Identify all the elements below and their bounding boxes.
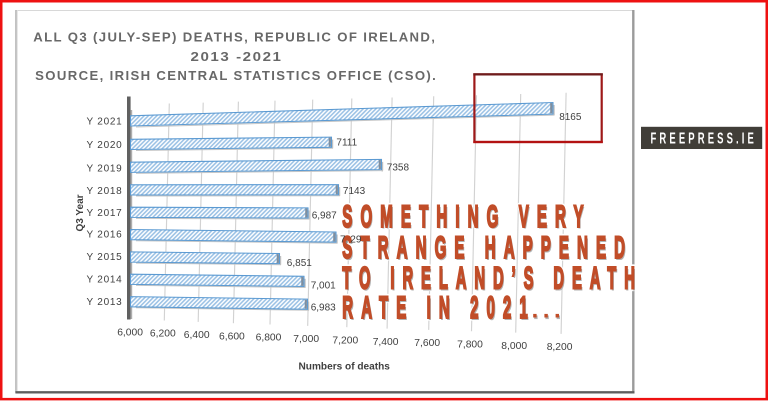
svg-text:7111: 7111 <box>336 138 357 149</box>
svg-text:6,800: 6,800 <box>256 333 282 344</box>
svg-text:RATE IN 2021: RATE IN 2021 <box>342 292 536 326</box>
svg-text:STRANGE HAPPENED: STRANGE HAPPENED <box>343 233 634 267</box>
svg-text:7,: 7, <box>340 235 348 246</box>
svg-text:Q3 Year: Q3 Year <box>75 194 86 231</box>
svg-text:8165: 8165 <box>559 112 582 123</box>
svg-text:8,000: 8,000 <box>501 341 527 352</box>
svg-text:7,600: 7,600 <box>414 338 440 349</box>
svg-text:STRANGE HAPPENED: STRANGE HAPPENED <box>342 232 633 266</box>
svg-text:Y 2017: Y 2017 <box>86 208 122 219</box>
svg-text:Numbers of deaths: Numbers of deaths <box>298 361 390 372</box>
svg-text:6,600: 6,600 <box>219 331 245 342</box>
svg-text:SOMETHING VERY: SOMETHING VERY <box>342 200 591 234</box>
svg-text:Y 2021: Y 2021 <box>86 117 122 128</box>
svg-text:2013 -2021: 2013 -2021 <box>191 50 283 64</box>
svg-text:7143: 7143 <box>343 186 366 197</box>
svg-text:7,800: 7,800 <box>457 340 483 351</box>
svg-text:Y 2015: Y 2015 <box>86 252 122 263</box>
svg-text:TO IRELAND’S DEATH: TO IRELAND’S DEATH <box>342 262 643 296</box>
svg-text:Y 2013: Y 2013 <box>86 297 122 308</box>
svg-text:SOMETHING VERY: SOMETHING VERY <box>343 202 592 236</box>
svg-text:Y 2014: Y 2014 <box>86 275 122 286</box>
svg-text:6,983: 6,983 <box>311 302 336 313</box>
svg-text:RATE IN 2021: RATE IN 2021 <box>342 292 536 326</box>
svg-text:7,001: 7,001 <box>311 281 336 292</box>
svg-text:SOURCE, IRISH CENTRAL STATISTI: SOURCE, IRISH CENTRAL STATISTICS OFFICE … <box>35 69 437 83</box>
svg-text:RATE IN 2021: RATE IN 2021 <box>343 293 537 327</box>
svg-text:SOMETHING VERY: SOMETHING VERY <box>342 200 591 234</box>
svg-text:6,987: 6,987 <box>312 211 337 222</box>
svg-text:Y 2019: Y 2019 <box>86 163 122 174</box>
svg-text:8,200: 8,200 <box>547 342 573 353</box>
svg-text:Y 2020: Y 2020 <box>86 140 122 151</box>
svg-text:ALL Q3 (JULY-SEP) DEATHS, REPU: ALL Q3 (JULY-SEP) DEATHS, REPUBLIC OF IR… <box>33 30 436 44</box>
svg-text:TO IRELAND’S DEATH: TO IRELAND’S DEATH <box>343 264 644 298</box>
svg-text:TO IRELAND’S DEATH: TO IRELAND’S DEATH <box>342 262 643 296</box>
svg-text:FREEPRESS.IE: FREEPRESS.IE <box>651 130 758 147</box>
svg-text:29: 29 <box>350 235 362 246</box>
svg-text:STRANGE HAPPENED: STRANGE HAPPENED <box>342 232 633 266</box>
svg-text:Y 2018: Y 2018 <box>86 186 122 197</box>
svg-text:Y 2016: Y 2016 <box>86 230 122 241</box>
svg-text:6,200: 6,200 <box>150 329 176 340</box>
svg-text:7,200: 7,200 <box>332 335 358 346</box>
svg-text:7,000: 7,000 <box>293 334 319 345</box>
svg-text:6,400: 6,400 <box>184 330 210 341</box>
svg-text:6,851: 6,851 <box>287 258 312 269</box>
svg-text:7358: 7358 <box>387 162 410 173</box>
svg-text:7,400: 7,400 <box>373 337 399 348</box>
svg-text:6,000: 6,000 <box>117 327 143 338</box>
